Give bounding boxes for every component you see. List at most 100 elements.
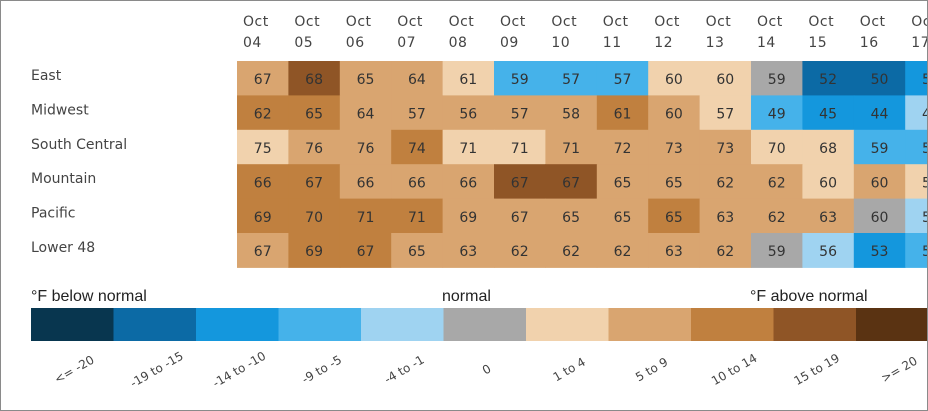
legend-bin-labels: <= -20 -19 to -15 -14 to -10 -9 to -5 -4 to … xyxy=(52,349,920,391)
row-label: Pacific xyxy=(31,206,76,222)
cell-value: 66 xyxy=(408,175,426,191)
column-header-day: 12 xyxy=(654,35,673,51)
heatmap-cell xyxy=(905,61,927,96)
heatmap-cell xyxy=(494,198,546,234)
cell-value: 59 xyxy=(922,175,927,191)
cell-value: 62 xyxy=(768,175,786,191)
heatmap-cell xyxy=(391,198,444,234)
cell-value: 57 xyxy=(511,107,529,123)
cell-value: 60 xyxy=(716,72,734,88)
heatmap-cell xyxy=(596,61,649,96)
cell-value: 57 xyxy=(716,107,734,123)
column-header-month: Oct xyxy=(294,14,320,30)
cell-value: 64 xyxy=(408,72,426,88)
cell-value: 60 xyxy=(871,210,889,226)
heatmap-cell xyxy=(339,129,392,165)
heatmap-cell xyxy=(545,61,598,96)
cell-value: 56 xyxy=(922,210,927,226)
row-label: East xyxy=(31,68,62,84)
heatmap-cell xyxy=(288,233,341,268)
heatmap-cell xyxy=(853,95,906,131)
legend-swatch xyxy=(278,308,361,341)
heatmap-cell xyxy=(802,129,855,165)
column-header-day: 06 xyxy=(346,35,365,51)
column-header-day: 07 xyxy=(397,35,416,51)
cell-value: 57 xyxy=(614,72,632,88)
legend-swatch xyxy=(773,308,856,341)
heatmap-cell xyxy=(853,233,906,268)
heatmap-cell xyxy=(802,95,855,131)
heatmap-cell xyxy=(237,198,289,234)
heatmap-cell xyxy=(699,95,752,131)
cell-value: 65 xyxy=(614,210,632,226)
cell-value: 59 xyxy=(922,141,927,157)
cell-value: 63 xyxy=(716,210,734,226)
cell-value: 73 xyxy=(716,141,734,157)
legend-swatch xyxy=(856,308,927,341)
cell-value: 68 xyxy=(305,72,323,88)
cell-value: 60 xyxy=(665,72,683,88)
heatmap-cell xyxy=(853,198,906,234)
legend-swatch xyxy=(526,308,609,341)
column-header-day: 14 xyxy=(757,35,776,51)
cell-value: 71 xyxy=(459,141,477,157)
heatmap-cell xyxy=(442,233,495,268)
cell-value: 60 xyxy=(665,107,683,123)
heatmap-cell xyxy=(905,95,927,131)
heatmap-cell xyxy=(596,233,649,268)
heatmap-cell xyxy=(339,198,392,234)
cell-value: 59 xyxy=(768,72,786,88)
heatmap-cell xyxy=(751,61,803,96)
heatmap-cell xyxy=(442,164,495,200)
cell-value: 56 xyxy=(459,107,477,123)
legend-swatch xyxy=(361,308,444,341)
row-label: Midwest xyxy=(31,102,89,118)
heatmap-cell xyxy=(288,129,341,165)
heatmap-cell xyxy=(494,233,546,268)
heatmap-cell xyxy=(751,198,803,234)
heatmap-cell xyxy=(648,164,701,200)
cell-value: 62 xyxy=(768,210,786,226)
cell-value: 59 xyxy=(871,141,889,157)
heatmap-cell xyxy=(339,164,392,200)
cell-value: 62 xyxy=(716,175,734,191)
column-header-month: Oct xyxy=(757,14,783,30)
cell-value: 63 xyxy=(665,244,683,260)
column-header-month: Oct xyxy=(397,14,423,30)
heatmap-cell xyxy=(494,129,546,165)
cell-value: 60 xyxy=(819,175,837,191)
cell-value: 71 xyxy=(357,210,375,226)
heatmap-cell xyxy=(648,95,701,131)
heatmap-cell xyxy=(699,164,752,200)
cell-value: 49 xyxy=(768,107,786,123)
cell-value: 65 xyxy=(305,107,323,123)
heatmap-cell xyxy=(391,61,444,96)
heatmap-cell xyxy=(237,95,289,131)
cell-value: 63 xyxy=(819,210,837,226)
heatmap-cell xyxy=(288,61,341,96)
heatmap-cell xyxy=(751,129,803,165)
cell-value: 66 xyxy=(254,175,272,191)
cell-value: 66 xyxy=(459,175,477,191)
cell-value: 70 xyxy=(768,141,786,157)
legend-swatch xyxy=(31,308,114,341)
cell-value: 67 xyxy=(562,175,580,191)
heatmap-cell xyxy=(545,198,598,234)
cell-value: 45 xyxy=(819,107,837,123)
heatmap-cell xyxy=(699,129,752,165)
heatmap-cell xyxy=(237,164,289,200)
color-legend: °F below normal normal °F above normal <… xyxy=(31,288,927,390)
cell-value: 69 xyxy=(459,210,477,226)
heatmap-cell xyxy=(905,233,927,268)
heatmap-cell xyxy=(237,233,289,268)
legend-bin-label: 5 to 9 xyxy=(633,355,670,385)
cell-value: 70 xyxy=(305,210,323,226)
legend-swatch xyxy=(443,308,526,341)
cell-value: 67 xyxy=(511,210,529,226)
cell-value: 69 xyxy=(254,210,272,226)
column-header-day: 15 xyxy=(808,35,827,51)
row-labels: East Midwest South Central Mountain Pacific L… xyxy=(31,68,127,256)
cell-value: 73 xyxy=(665,141,683,157)
legend-swatches xyxy=(31,308,927,341)
